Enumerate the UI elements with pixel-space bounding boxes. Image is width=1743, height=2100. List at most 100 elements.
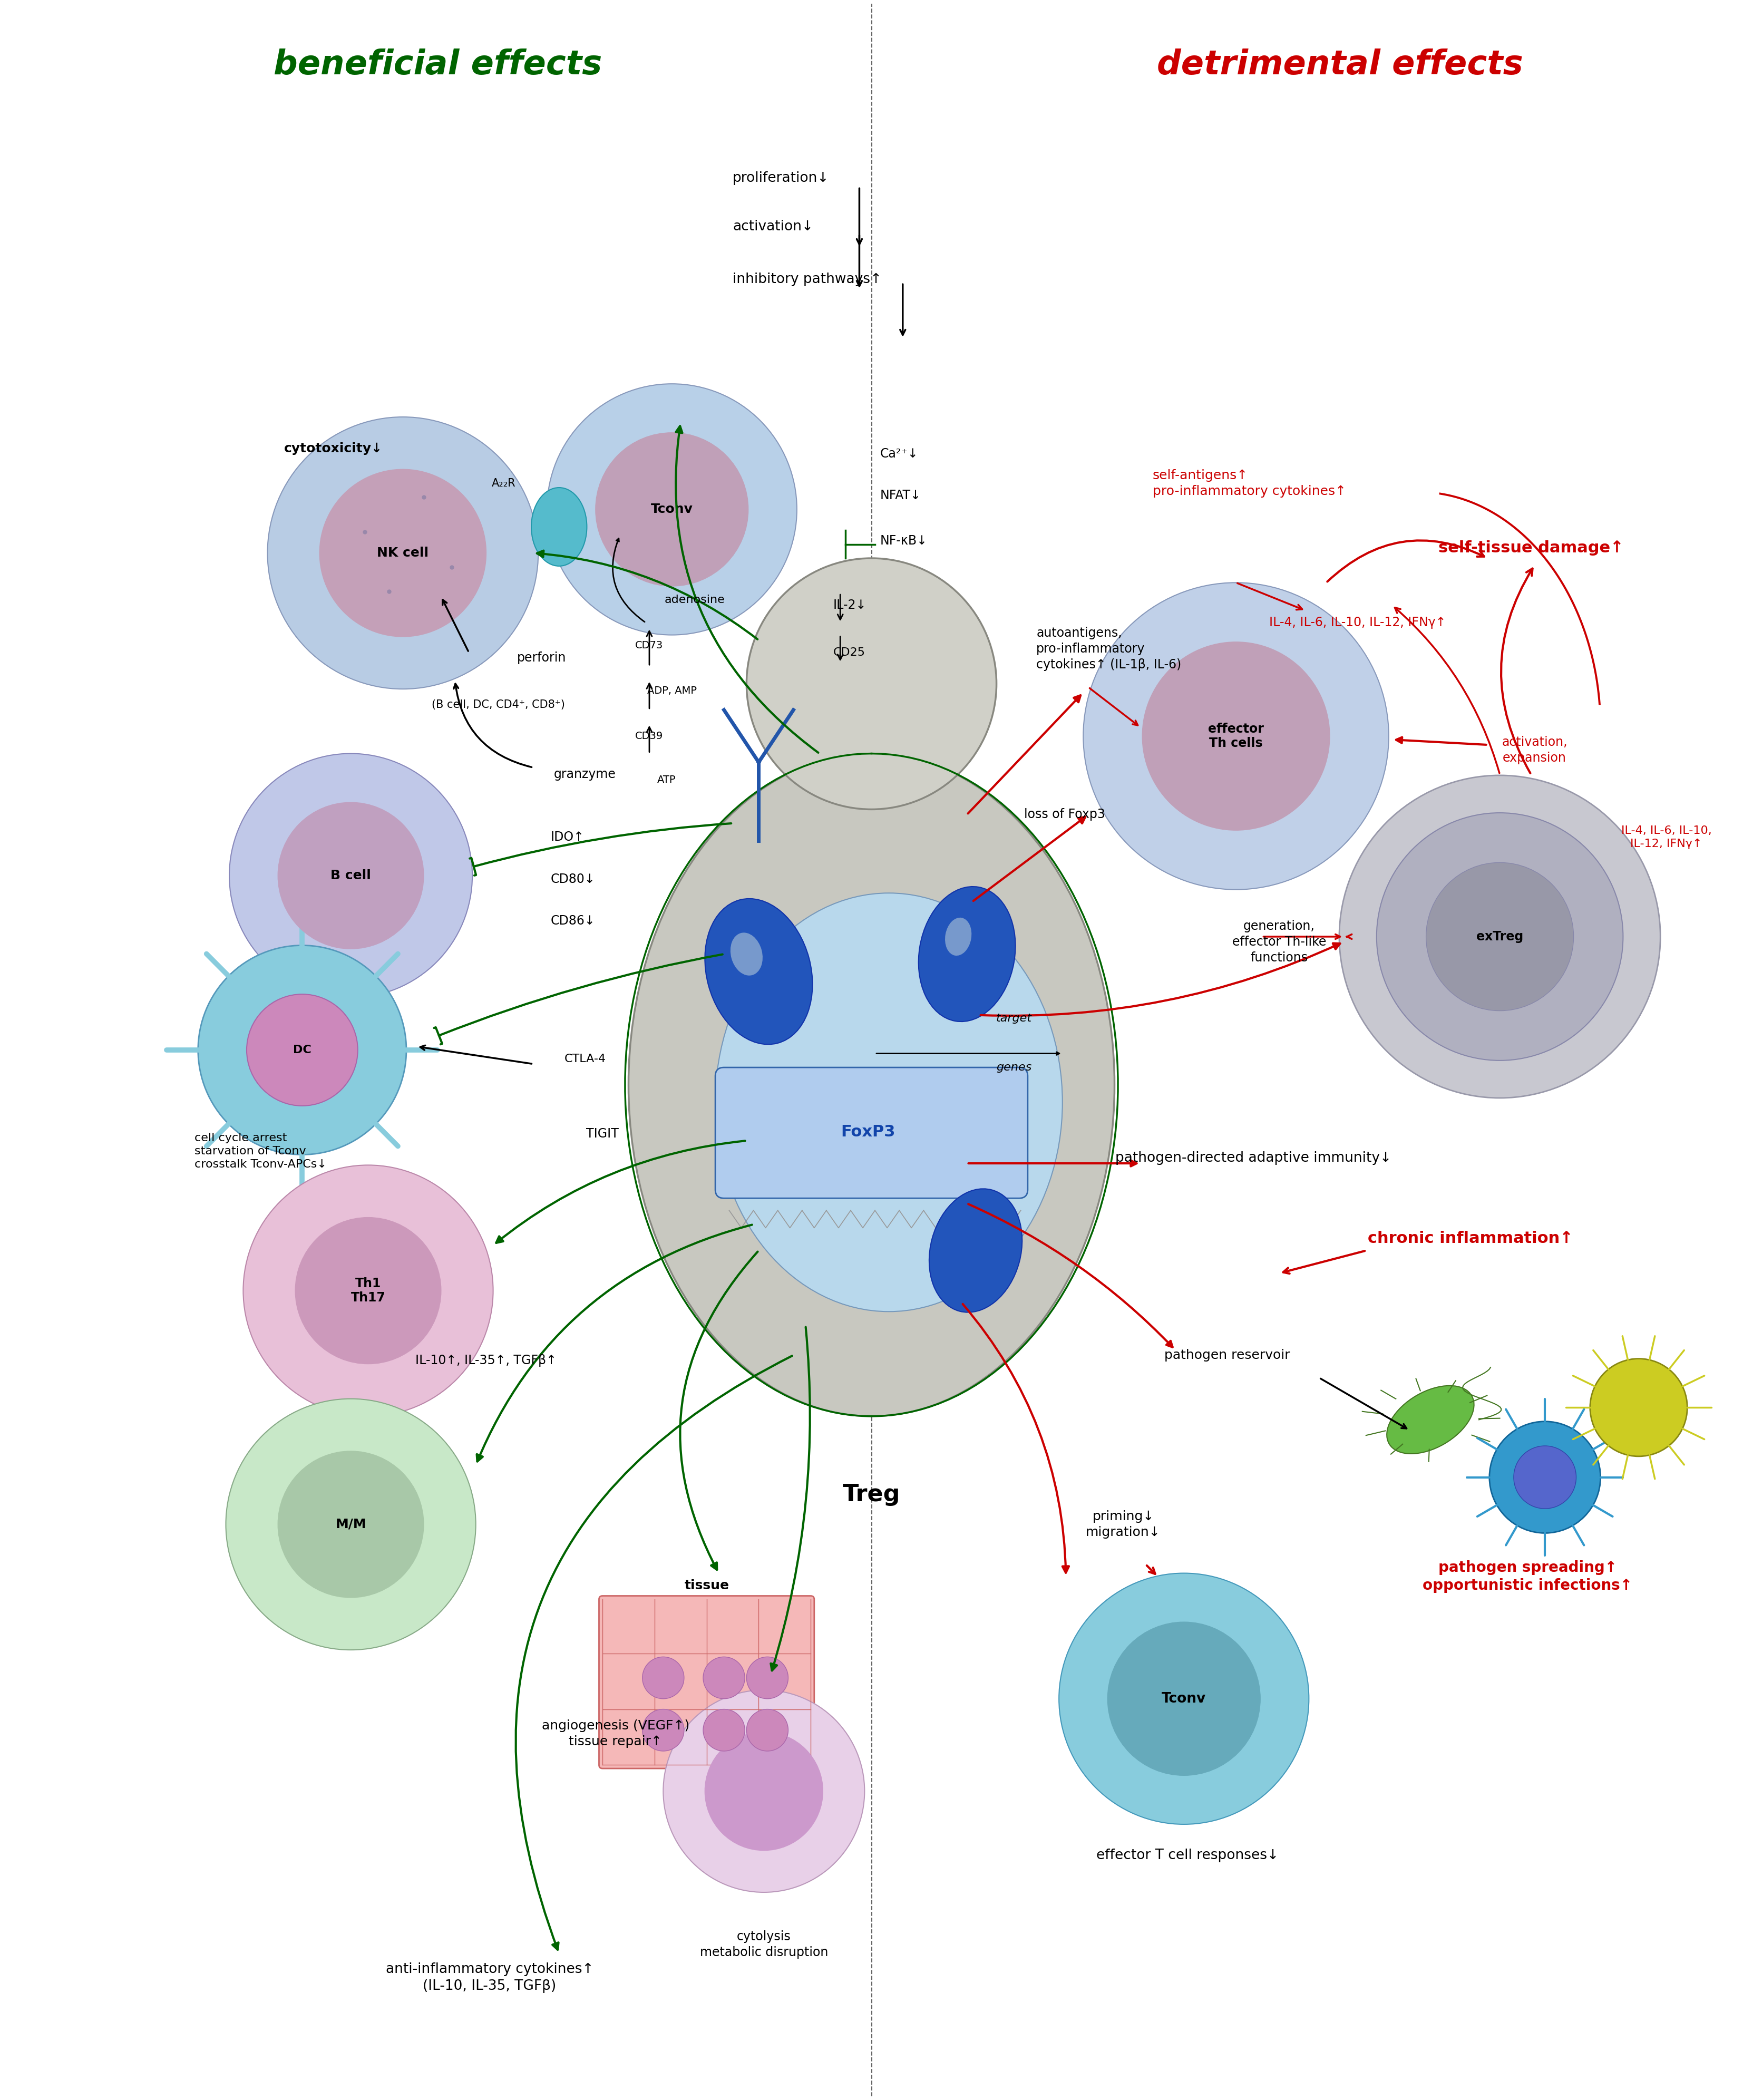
Text: FoxP3: FoxP3: [840, 1124, 896, 1140]
Ellipse shape: [1339, 775, 1661, 1098]
Text: priming↓
migration↓: priming↓ migration↓: [1086, 1510, 1161, 1539]
Text: genes: genes: [995, 1063, 1032, 1073]
Text: A₂₂R: A₂₂R: [492, 479, 516, 489]
Text: anti-inflammatory cytokines↑
(IL-10, IL-35, TGFβ): anti-inflammatory cytokines↑ (IL-10, IL-…: [385, 1964, 594, 1993]
Text: angiogenesis (VEGF↑)
tissue repair↑: angiogenesis (VEGF↑) tissue repair↑: [542, 1720, 690, 1747]
Ellipse shape: [1426, 863, 1574, 1010]
FancyArrowPatch shape: [1089, 689, 1138, 724]
FancyArrowPatch shape: [1321, 1378, 1407, 1428]
FancyArrowPatch shape: [420, 1046, 532, 1065]
Text: beneficial effects: beneficial effects: [274, 48, 601, 82]
Text: Tconv: Tconv: [650, 504, 694, 517]
Text: loss of Foxp3: loss of Foxp3: [1025, 809, 1105, 821]
Ellipse shape: [1387, 1386, 1475, 1453]
Text: Treg: Treg: [842, 1483, 901, 1506]
FancyBboxPatch shape: [715, 1067, 1028, 1199]
FancyArrowPatch shape: [443, 601, 469, 651]
Text: IL-4, IL-6, IL-10,
IL-12, IFNγ↑: IL-4, IL-6, IL-10, IL-12, IFNγ↑: [1621, 825, 1712, 848]
Text: effector T cell responses↓: effector T cell responses↓: [1096, 1848, 1279, 1863]
Circle shape: [702, 1709, 744, 1751]
Ellipse shape: [319, 468, 486, 636]
Text: granzyme: granzyme: [554, 769, 617, 781]
Text: inhibitory pathways↑: inhibitory pathways↑: [732, 273, 882, 286]
Ellipse shape: [1060, 1573, 1309, 1825]
FancyArrowPatch shape: [858, 235, 863, 286]
Circle shape: [248, 993, 357, 1107]
Ellipse shape: [295, 1218, 441, 1363]
FancyArrowPatch shape: [969, 1203, 1173, 1346]
Text: IL-2↓: IL-2↓: [833, 598, 866, 611]
Ellipse shape: [664, 1691, 865, 1892]
Text: Tconv: Tconv: [1163, 1693, 1206, 1705]
Text: NF-κB↓: NF-κB↓: [880, 536, 927, 548]
Text: generation,
effector Th-like
functions: generation, effector Th-like functions: [1232, 920, 1326, 964]
FancyArrowPatch shape: [969, 1161, 1136, 1166]
Text: autoantigens,
pro-inflammatory
cytokines↑ (IL-1β, IL-6): autoantigens, pro-inflammatory cytokines…: [1037, 628, 1182, 670]
Text: CD25: CD25: [833, 647, 866, 657]
FancyArrowPatch shape: [967, 695, 1081, 813]
Ellipse shape: [230, 754, 472, 997]
FancyArrowPatch shape: [899, 284, 905, 336]
Text: CD39: CD39: [634, 731, 664, 741]
FancyBboxPatch shape: [600, 1596, 814, 1768]
FancyArrowPatch shape: [1347, 935, 1353, 939]
Circle shape: [1513, 1447, 1576, 1508]
FancyArrowPatch shape: [981, 943, 1340, 1016]
FancyArrowPatch shape: [676, 426, 817, 752]
Text: pathogen reservoir: pathogen reservoir: [1164, 1348, 1290, 1361]
FancyArrowPatch shape: [647, 682, 652, 708]
Text: IL-4, IL-6, IL-10, IL-12, IFNγ↑: IL-4, IL-6, IL-10, IL-12, IFNγ↑: [1269, 617, 1447, 630]
Ellipse shape: [629, 754, 1114, 1415]
FancyArrowPatch shape: [647, 632, 652, 666]
Circle shape: [199, 945, 406, 1155]
FancyArrowPatch shape: [858, 189, 863, 244]
Circle shape: [746, 559, 997, 809]
Text: Ca²⁺↓: Ca²⁺↓: [880, 447, 919, 460]
FancyArrowPatch shape: [453, 685, 532, 766]
Text: tissue: tissue: [685, 1579, 729, 1592]
Text: pathogen spreading↑
opportunistic infections↑: pathogen spreading↑ opportunistic infect…: [1422, 1560, 1633, 1594]
FancyArrowPatch shape: [1238, 584, 1302, 609]
Circle shape: [746, 1657, 788, 1699]
Text: B cell: B cell: [331, 869, 371, 882]
Text: target: target: [995, 1014, 1032, 1025]
Circle shape: [643, 1709, 683, 1751]
Ellipse shape: [1142, 643, 1330, 830]
Text: CD80↓: CD80↓: [551, 874, 594, 886]
Text: CTLA-4: CTLA-4: [565, 1054, 607, 1065]
Ellipse shape: [945, 918, 971, 956]
Ellipse shape: [1377, 813, 1623, 1060]
FancyArrowPatch shape: [647, 727, 652, 752]
Text: detrimental effects: detrimental effects: [1157, 48, 1523, 82]
FancyArrowPatch shape: [478, 1224, 751, 1462]
Circle shape: [1490, 1422, 1600, 1533]
Ellipse shape: [1107, 1621, 1260, 1774]
Circle shape: [1590, 1359, 1687, 1455]
Ellipse shape: [532, 487, 587, 567]
Text: cytotoxicity↓: cytotoxicity↓: [284, 441, 383, 456]
FancyArrowPatch shape: [497, 1140, 744, 1243]
Text: perforin: perforin: [518, 651, 566, 664]
Ellipse shape: [704, 1732, 823, 1850]
Ellipse shape: [1082, 582, 1389, 890]
Ellipse shape: [267, 418, 539, 689]
Ellipse shape: [547, 384, 797, 634]
FancyArrowPatch shape: [838, 636, 844, 659]
Text: NK cell: NK cell: [376, 546, 429, 559]
Text: self-antigens↑
pro-inflammatory cytokines↑: self-antigens↑ pro-inflammatory cytokine…: [1152, 468, 1346, 498]
Text: activation↓: activation↓: [732, 220, 814, 233]
Ellipse shape: [715, 892, 1063, 1312]
Text: DC: DC: [293, 1044, 312, 1056]
Text: exTreg: exTreg: [1476, 930, 1523, 943]
Text: IDO↑: IDO↑: [551, 832, 584, 844]
Ellipse shape: [596, 433, 748, 586]
FancyArrowPatch shape: [1283, 1252, 1365, 1273]
Text: chronic inflammation↑: chronic inflammation↑: [1368, 1231, 1572, 1245]
Text: cell cycle arrest
starvation of Tconv
crosstalk Tconv-APCs↓: cell cycle arrest starvation of Tconv cr…: [195, 1132, 328, 1170]
Ellipse shape: [929, 1189, 1021, 1312]
Text: Th1
Th17: Th1 Th17: [350, 1277, 385, 1304]
FancyArrowPatch shape: [516, 1357, 791, 1949]
Circle shape: [702, 1657, 744, 1699]
Circle shape: [746, 1709, 788, 1751]
FancyArrowPatch shape: [962, 1304, 1068, 1573]
